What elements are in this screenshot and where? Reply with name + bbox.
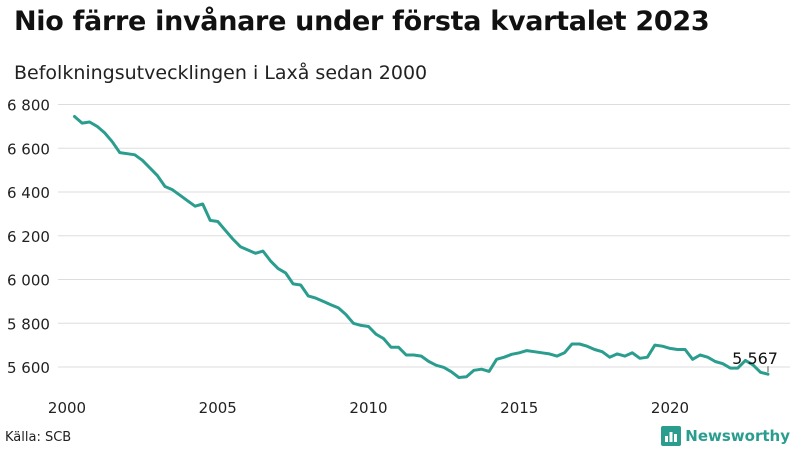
source-note: Källa: SCB [5, 430, 72, 445]
x-tick-label-2: 2010 [349, 399, 387, 417]
y-tick-label-4: 6 400 [7, 184, 50, 202]
y-tick-label-2: 6 000 [7, 272, 50, 290]
brand-logo: Newsworthy [661, 426, 790, 446]
series-line-0 [73, 115, 770, 379]
chart-subtitle: Befolkningsutvecklingen i Laxå sedan 200… [14, 62, 428, 84]
brand-name: Newsworthy [685, 427, 790, 445]
x-tick-label-3: 2015 [500, 399, 538, 417]
y-tick-label-3: 6 200 [7, 228, 50, 246]
y-tick-label-5: 6 600 [7, 140, 50, 158]
x-tick-label-0: 2000 [48, 399, 86, 417]
y-tick-label-0: 5 600 [7, 359, 50, 377]
end-value-label: 5 567 [732, 349, 778, 368]
chart-title: Nio färre invånare under första kvartale… [14, 6, 710, 37]
y-tick-label-6: 6 800 [7, 97, 50, 115]
bar-chart-icon [661, 426, 682, 446]
y-tick-label-1: 5 800 [7, 315, 50, 333]
x-tick-label-1: 2005 [199, 399, 237, 417]
x-tick-label-4: 2020 [651, 399, 689, 417]
